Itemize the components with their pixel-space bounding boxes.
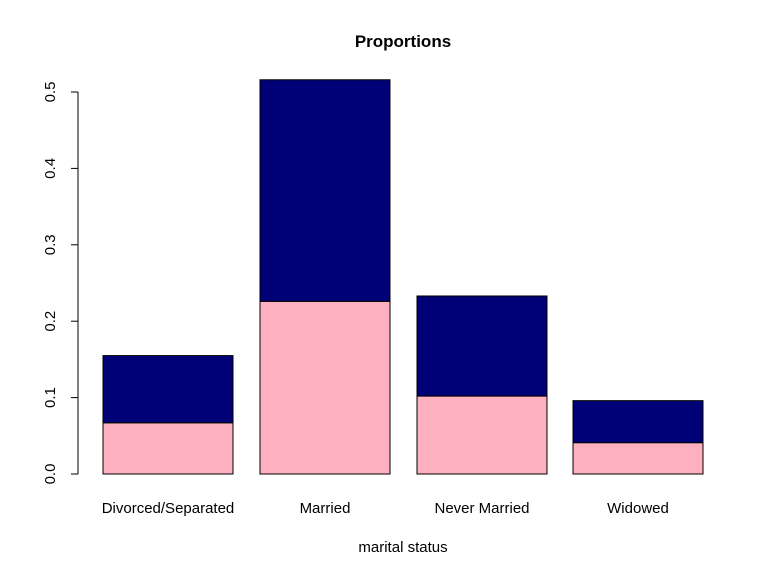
y-tick-label: 0.4 xyxy=(42,158,59,179)
x-axis-label: marital status xyxy=(358,539,447,556)
bar-segment-1-divorced-separated xyxy=(102,422,234,475)
y-tick-label: 0.5 xyxy=(42,82,59,103)
chart-title: Proportions xyxy=(355,32,451,51)
x-tick-label: Married xyxy=(300,500,351,517)
x-category-labels: Divorced/Separated Married Never Married Wi… xyxy=(102,500,669,517)
bar-segment-2-married xyxy=(259,79,391,302)
x-tick-label: Divorced/Separated xyxy=(102,500,235,517)
bar-segment-1-widowed xyxy=(572,442,704,475)
bar-segment-2-never-married xyxy=(416,295,548,397)
bar-segment-2-widowed xyxy=(572,400,704,444)
y-tick-label: 0.3 xyxy=(42,234,59,255)
x-tick-label: Widowed xyxy=(607,500,669,517)
y-axis: 0.0 0.1 0.2 0.3 0.4 0.5 xyxy=(42,82,79,485)
x-tick-label: Never Married xyxy=(434,500,529,517)
y-tick-label: 0.2 xyxy=(42,311,59,332)
bar-segment-1-married xyxy=(259,300,391,475)
bar-segment-2-divorced-separated xyxy=(102,355,234,424)
y-tick-label: 0.0 xyxy=(42,464,59,485)
bar-segment-1-never-married xyxy=(416,395,548,475)
bars-group xyxy=(102,79,704,475)
y-tick-label: 0.1 xyxy=(42,387,59,408)
